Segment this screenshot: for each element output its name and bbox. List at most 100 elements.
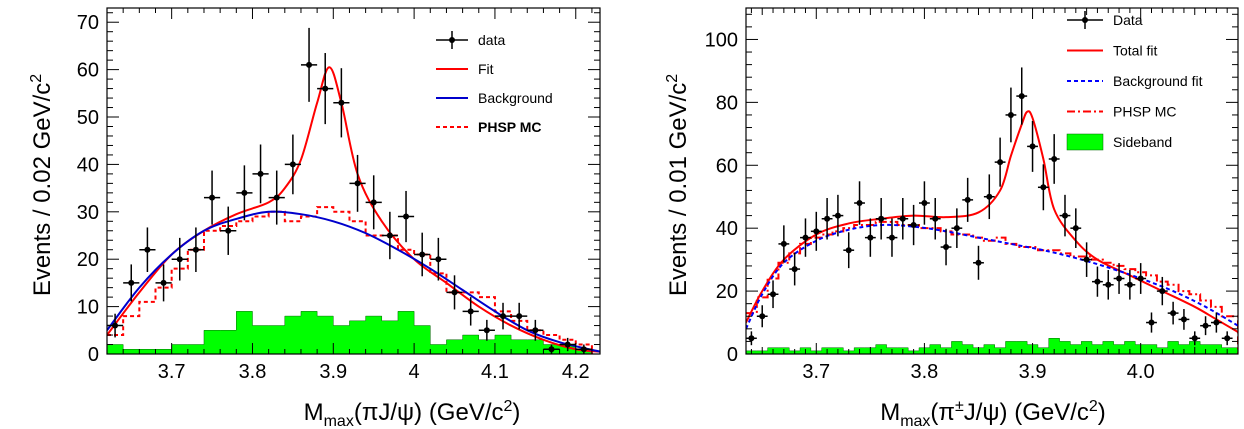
data-point-marker: [354, 180, 361, 187]
data-point: [1189, 331, 1201, 346]
legend-marker-icon: [1082, 17, 1088, 23]
data-point: [511, 302, 528, 330]
data-point-marker: [824, 215, 831, 222]
x-axis-label-main: M: [304, 399, 324, 426]
data-point: [789, 252, 801, 286]
data-point-marker: [1083, 256, 1090, 263]
y-tick-label: 40: [716, 218, 738, 240]
y-tick-label: 10: [77, 297, 99, 319]
data-point-marker: [813, 228, 820, 235]
data-point-marker: [964, 196, 971, 203]
y-tick-label: 100: [705, 29, 738, 51]
data-point-marker: [845, 247, 852, 254]
data-point: [171, 237, 188, 281]
data-point-marker: [419, 251, 426, 258]
data-point-marker: [1191, 335, 1198, 342]
data-point: [919, 181, 930, 225]
plot-area: [746, 67, 1238, 354]
data-point: [1146, 312, 1157, 333]
y-axis-label-sup: 2: [28, 74, 45, 83]
y-axis-label: Events / 0.02 GeV/c2: [28, 74, 56, 296]
plot-area: [107, 27, 600, 354]
x-tick-label: 4.1: [481, 361, 509, 383]
data-point: [1113, 263, 1125, 294]
data-point-marker: [943, 244, 950, 251]
data-point: [252, 144, 269, 204]
y-tick-label: 20: [77, 249, 99, 271]
data-point: [897, 197, 909, 240]
data-point: [1167, 301, 1179, 325]
x-tick-label: 3.7: [802, 361, 830, 383]
legend-label: Fit: [478, 61, 494, 77]
data-point: [333, 68, 350, 138]
data-point-marker: [780, 240, 787, 247]
y-tick-label: 80: [716, 92, 738, 114]
x-tick-label: 3.8: [239, 361, 267, 383]
y-tick-label: 50: [77, 107, 99, 129]
data-point-marker: [257, 170, 264, 177]
data-point: [951, 208, 963, 248]
data-point: [430, 237, 447, 281]
data-point-marker: [1061, 212, 1068, 219]
data-point: [575, 344, 592, 354]
x-axis-label: Mmax(πJ/ψ) (GeV/c2): [304, 398, 521, 429]
data-point: [397, 190, 415, 243]
data-point-marker: [225, 227, 232, 234]
data-point-marker: [910, 222, 917, 229]
data-point-marker: [953, 225, 960, 232]
data-point: [300, 27, 318, 102]
data-point: [236, 165, 253, 221]
chart-panel-1: 3.7 3.8 3.9 4 4.1 4.2 0 10 20 30 40 50 60 70 Events / …: [28, 7, 601, 429]
y-axis-label-sup: 2: [664, 74, 681, 83]
data-point-marker: [1018, 93, 1025, 100]
data-point: [543, 344, 560, 354]
data-point-marker: [791, 266, 798, 273]
data-point-marker: [289, 161, 296, 168]
y-tick-label: 0: [88, 344, 99, 366]
x-tick-label: 3.9: [1019, 361, 1047, 383]
data-point: [821, 197, 833, 240]
data-point-marker: [451, 289, 458, 296]
data-point-marker: [997, 159, 1004, 166]
x-tick-label: 4.0: [1127, 361, 1155, 383]
data-point: [864, 218, 876, 257]
data-point-marker: [1148, 319, 1155, 326]
data-point: [1005, 87, 1017, 143]
data-point: [1200, 316, 1211, 336]
data-point: [810, 211, 822, 251]
data-point-marker: [1105, 281, 1112, 288]
data-point-marker: [564, 341, 571, 348]
data-point: [1081, 242, 1093, 277]
series-background-fit-curve: [746, 223, 1238, 330]
data-point: [462, 297, 479, 326]
legend: Data Total fit Background fit PHSP MC Sideba…: [1066, 11, 1203, 151]
data-point-marker: [128, 279, 135, 286]
data-point-marker: [467, 308, 474, 315]
data-point: [756, 305, 768, 328]
data-point: [1124, 270, 1136, 300]
data-point: [746, 331, 757, 346]
legend-label: Data: [1113, 12, 1143, 28]
data-point-marker: [1170, 310, 1177, 317]
data-point-marker: [1202, 322, 1209, 329]
x-axis-label-pm: ±: [955, 398, 964, 415]
legend-label: Sideband: [1113, 134, 1172, 150]
data-point: [446, 275, 463, 310]
data-point: [1178, 309, 1190, 330]
x-axis-label-rest2: J/ψ) (GeV/c: [964, 399, 1089, 426]
data-point-marker: [986, 193, 993, 200]
data-point: [767, 280, 779, 309]
data-point: [220, 206, 237, 255]
data-point-marker: [1180, 316, 1187, 323]
x-axis-label-rest: (πJ/ψ) (GeV/c: [354, 399, 504, 426]
data-point-marker: [403, 213, 410, 220]
y-tick-label: 20: [716, 281, 738, 303]
data-point-marker: [532, 327, 539, 334]
data-point: [854, 181, 865, 225]
data-point-marker: [1159, 288, 1166, 295]
data-point: [886, 218, 898, 257]
data-point: [478, 319, 495, 341]
x-tick-label: 3.9: [319, 361, 347, 383]
data-point: [1048, 134, 1060, 184]
data-point: [1221, 331, 1233, 346]
